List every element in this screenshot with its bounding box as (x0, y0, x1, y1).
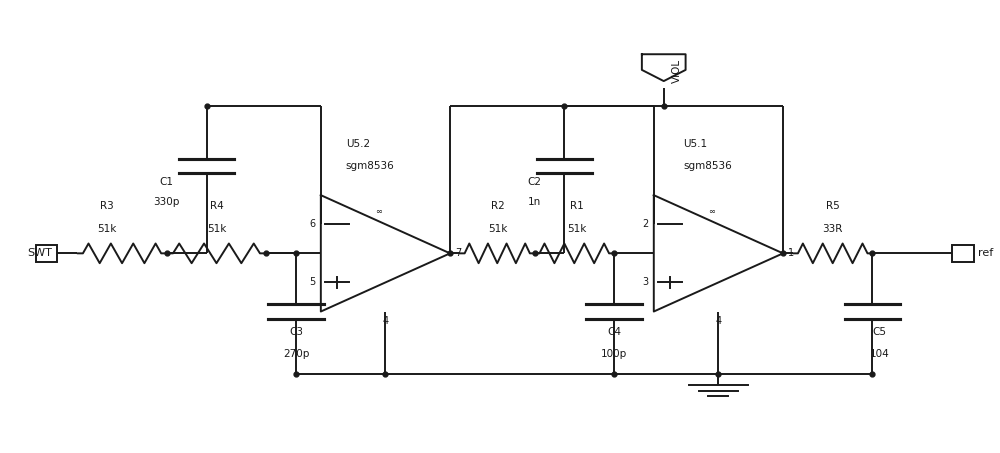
Text: R3: R3 (100, 202, 114, 212)
Text: ref: ref (978, 248, 993, 258)
Text: sgm8536: sgm8536 (346, 161, 394, 171)
Text: 100p: 100p (601, 349, 627, 359)
Text: 4: 4 (382, 316, 388, 326)
Text: 6: 6 (310, 219, 316, 229)
Text: 33R: 33R (823, 224, 843, 234)
Text: 270p: 270p (283, 349, 309, 359)
Text: R5: R5 (826, 202, 840, 212)
Text: C3: C3 (289, 327, 303, 337)
Text: R2: R2 (491, 202, 505, 212)
Text: 51k: 51k (207, 224, 226, 234)
Text: 1: 1 (788, 248, 794, 258)
Text: 51k: 51k (488, 224, 507, 234)
Text: 3: 3 (643, 277, 649, 288)
Text: 330p: 330p (154, 197, 180, 207)
Text: R4: R4 (210, 202, 223, 212)
Text: SWT: SWT (28, 248, 52, 258)
Text: 4: 4 (715, 316, 721, 326)
Text: 7: 7 (455, 248, 461, 258)
Text: 2: 2 (643, 219, 649, 229)
Text: R1: R1 (570, 202, 584, 212)
Text: $\infty$: $\infty$ (375, 207, 383, 216)
Text: U5.2: U5.2 (346, 139, 370, 149)
Text: VIOL: VIOL (672, 59, 682, 83)
Text: 1n: 1n (528, 197, 541, 207)
Text: C4: C4 (607, 327, 621, 337)
Text: 51k: 51k (568, 224, 587, 234)
Text: C1: C1 (160, 177, 174, 187)
Text: $\infty$: $\infty$ (708, 207, 716, 216)
Text: C2: C2 (528, 177, 542, 187)
Text: 51k: 51k (97, 224, 117, 234)
Text: 5: 5 (310, 277, 316, 288)
Text: C5: C5 (872, 327, 886, 337)
Text: 104: 104 (870, 349, 889, 359)
Text: sgm8536: sgm8536 (684, 161, 732, 171)
Text: U5.1: U5.1 (684, 139, 708, 149)
